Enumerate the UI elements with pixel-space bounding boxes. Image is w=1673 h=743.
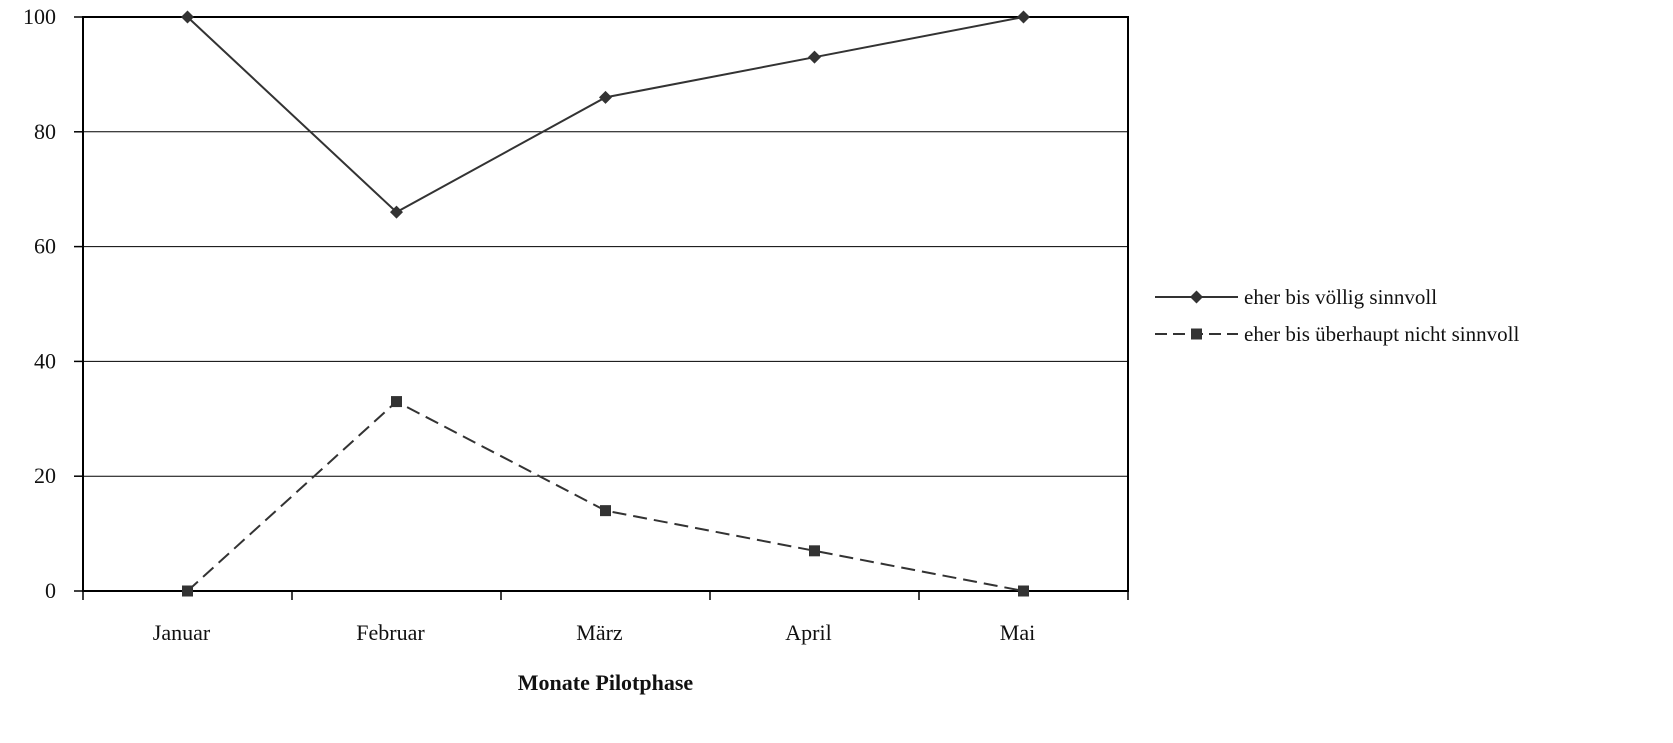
y-tick-label: 100: [23, 4, 56, 29]
x-axis-title: Monate Pilotphase: [518, 670, 694, 695]
legend-item: eher bis völlig sinnvoll: [1155, 285, 1437, 309]
data-point-marker: [390, 205, 403, 219]
y-tick-label: 20: [34, 463, 56, 488]
y-tick-label: 80: [34, 119, 56, 144]
data-point-marker: [600, 505, 611, 517]
y-tick-label: 60: [34, 234, 56, 259]
x-tick-label: Mai: [1000, 620, 1035, 645]
legend: eher bis völlig sinnvoll eher bis überhau…: [1155, 285, 1519, 346]
legend-label: eher bis überhaupt nicht sinnvoll: [1244, 322, 1519, 346]
data-point-marker: [391, 396, 402, 408]
plot-area-frame: [82, 16, 1129, 592]
data-point-marker: [1018, 585, 1029, 597]
data-point-marker: [599, 90, 612, 104]
data-point-marker: [809, 545, 820, 557]
series-2: [182, 396, 1029, 597]
y-tick-label: 0: [45, 578, 56, 603]
data-point-marker: [181, 10, 194, 24]
x-tick-label: März: [576, 620, 623, 645]
legend-marker: [1190, 290, 1203, 304]
series-1: [181, 10, 1030, 219]
series-layer: [181, 10, 1030, 597]
series-line: [186, 16, 1024, 214]
legend-item: eher bis überhaupt nicht sinnvoll: [1155, 322, 1519, 346]
data-point-marker: [808, 50, 821, 64]
y-axis: 0 20 40 60 80 100: [23, 4, 83, 603]
series-line: [186, 400, 1024, 592]
data-point-marker: [182, 585, 193, 597]
gridlines: [83, 131, 1128, 477]
legend-label: eher bis völlig sinnvoll: [1244, 285, 1437, 309]
x-tick-label: April: [785, 620, 831, 645]
x-axis: Januar Februar März April Mai: [82, 591, 1129, 645]
x-tick-label: Januar: [153, 620, 211, 645]
y-tick-label: 40: [34, 348, 56, 373]
data-point-marker: [1017, 10, 1030, 24]
legend-marker: [1191, 328, 1202, 340]
x-tick-label: Februar: [356, 620, 425, 645]
